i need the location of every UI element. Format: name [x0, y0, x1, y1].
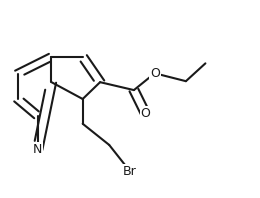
Text: O: O — [150, 67, 160, 80]
Text: O: O — [141, 107, 151, 120]
Text: N: N — [33, 143, 42, 156]
Text: Br: Br — [123, 165, 137, 178]
